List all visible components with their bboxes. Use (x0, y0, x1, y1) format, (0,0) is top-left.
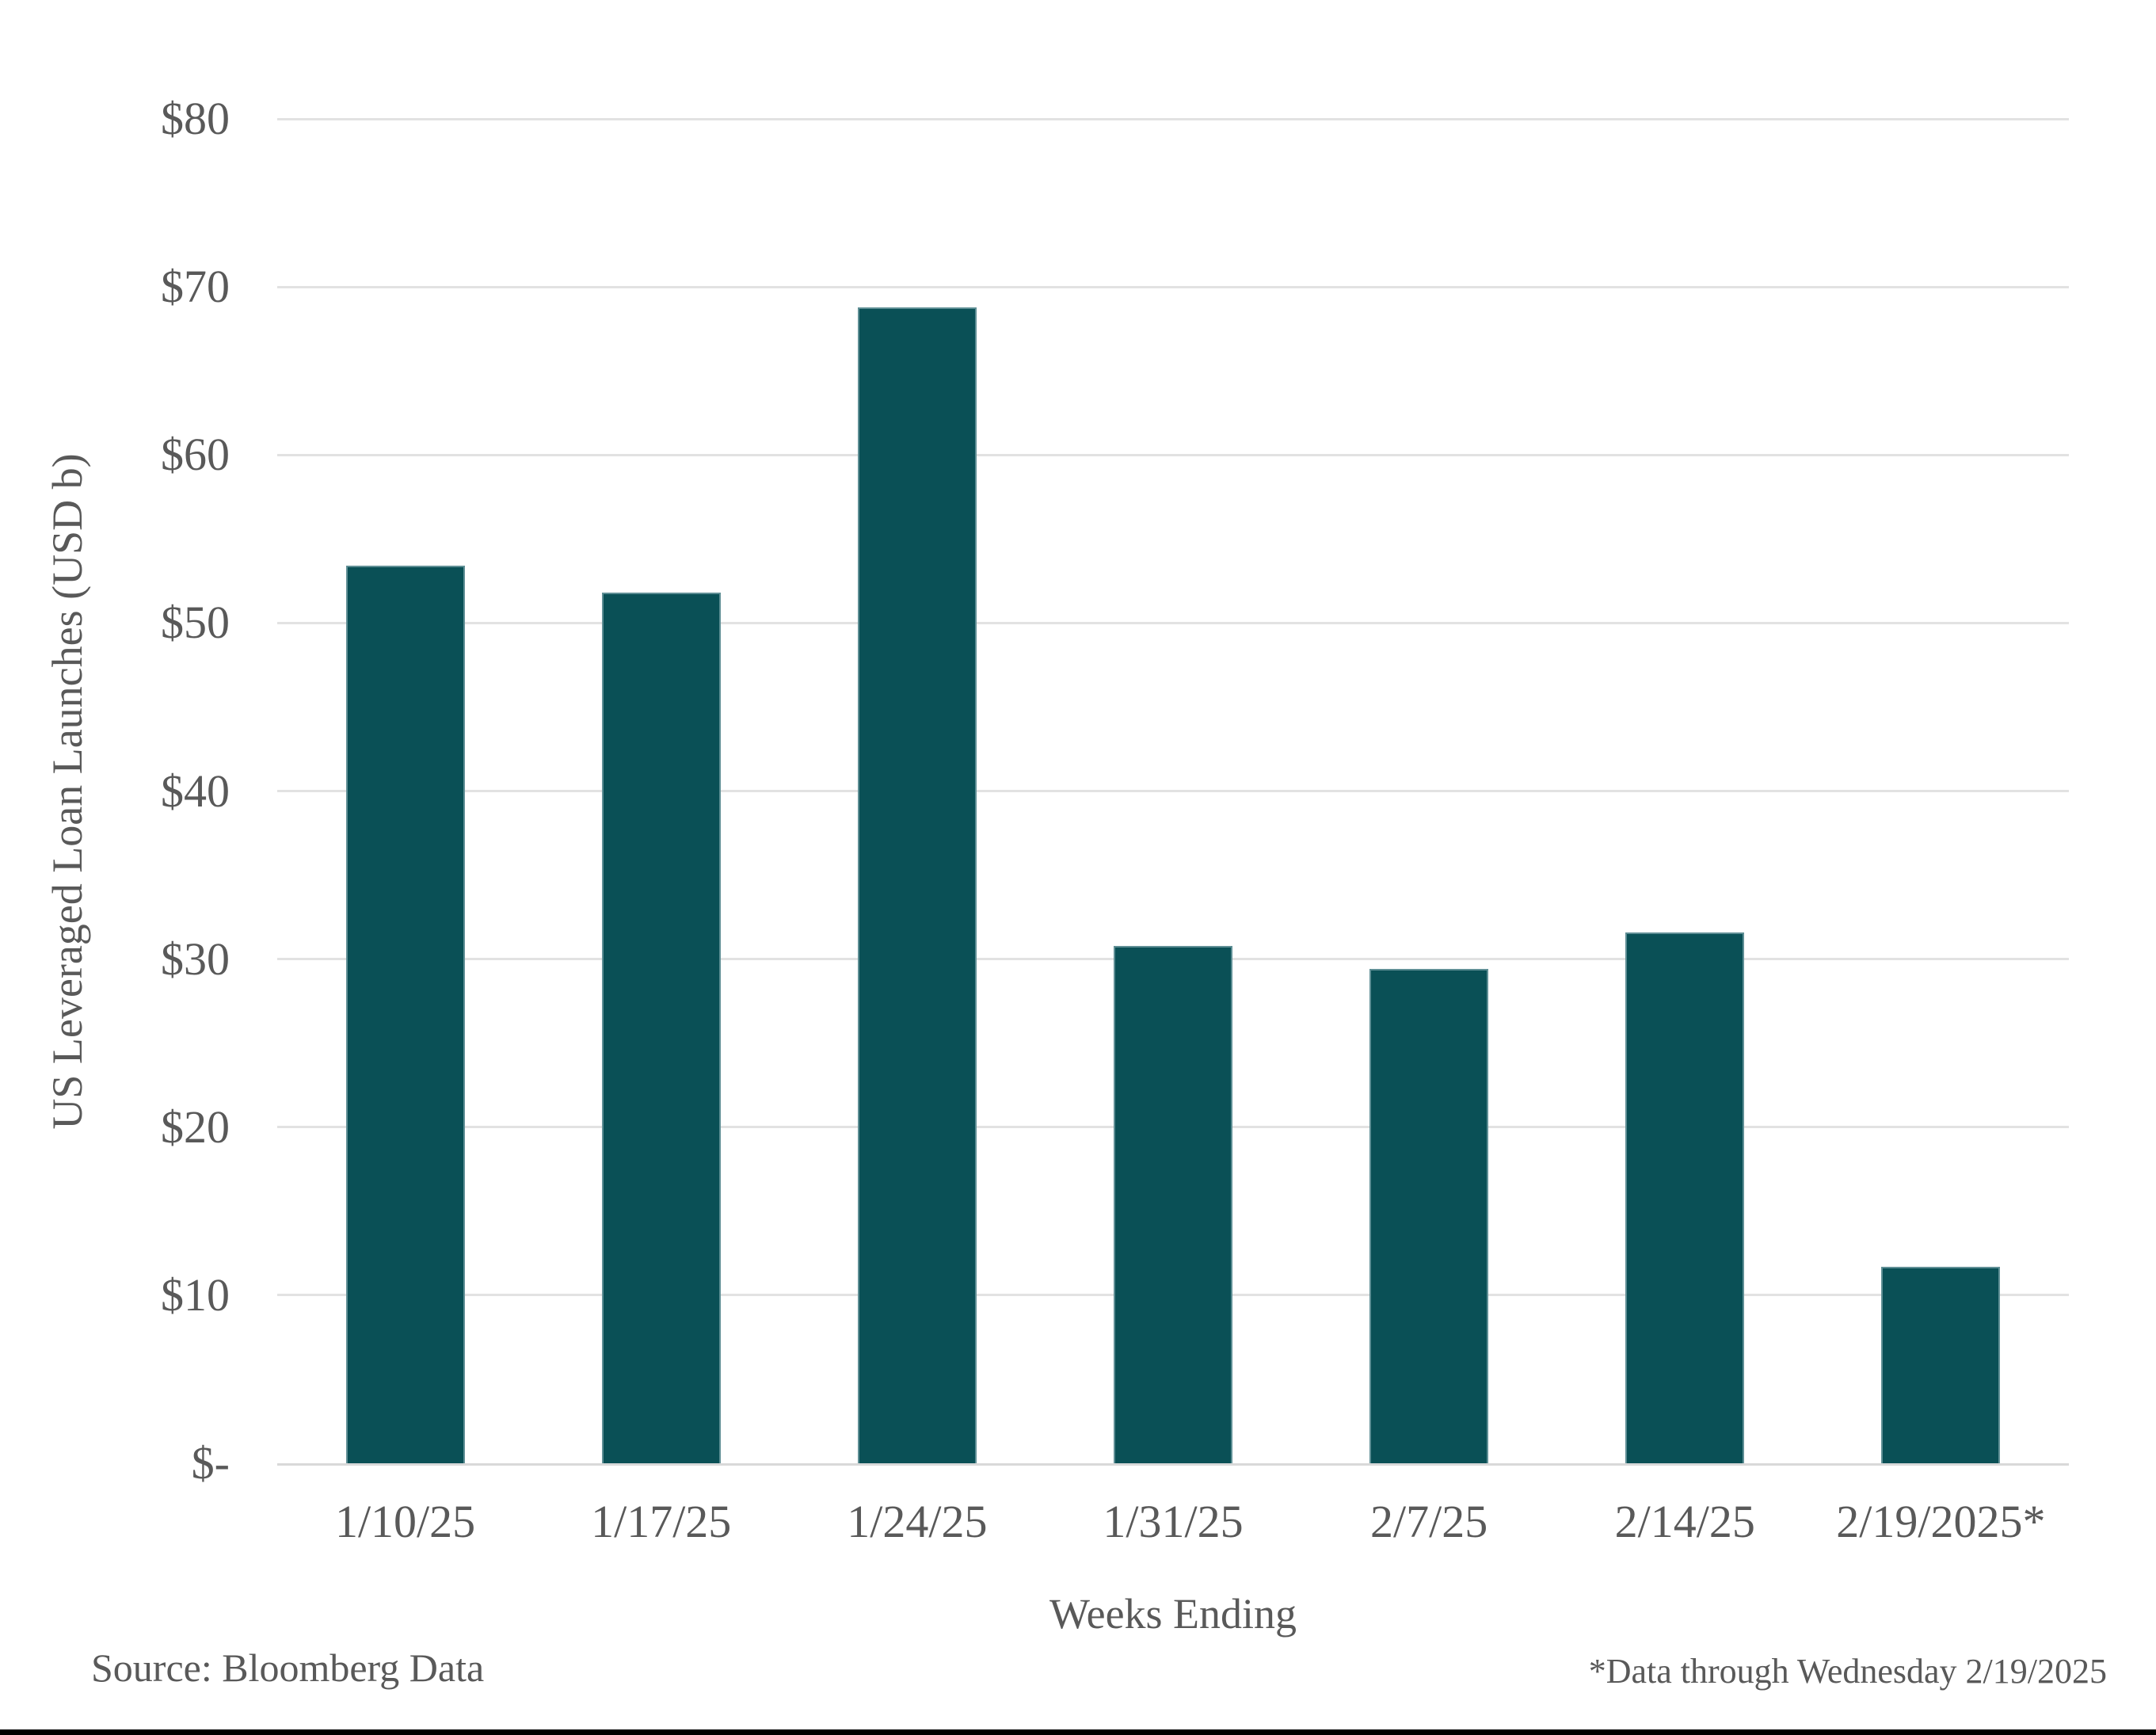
y-tick-label: $20 (161, 1100, 230, 1153)
bar-2/19/2025* (1881, 1266, 2001, 1463)
x-tick-label: 2/14/25 (1614, 1496, 1755, 1547)
gridline (277, 621, 2069, 624)
gridline (277, 285, 2069, 288)
y-tick-label: $80 (161, 93, 230, 144)
y-tick-label: $50 (161, 597, 230, 649)
bar-2/14/25 (1625, 932, 1745, 1463)
y-tick-label: $10 (161, 1268, 230, 1321)
bottom-divider-rule (0, 1729, 2156, 1735)
source-note: Source: Bloomberg Data (91, 1645, 485, 1690)
bar-1/10/25 (345, 566, 465, 1463)
y-tick-label: $70 (161, 261, 230, 313)
bar-1/17/25 (601, 593, 721, 1463)
bar-1/24/25 (857, 307, 977, 1463)
gridline (277, 117, 2069, 120)
x-tick-label: 1/24/25 (847, 1496, 988, 1547)
gridline (277, 453, 2069, 456)
gridline (277, 790, 2069, 792)
y-tick-label: $30 (161, 932, 230, 985)
x-axis-title: Weeks Ending (1049, 1590, 1297, 1638)
y-tick-label: $60 (161, 429, 230, 481)
x-tick-label: 2/7/25 (1370, 1496, 1488, 1547)
bar-1/31/25 (1114, 945, 1232, 1463)
x-tick-label: 1/17/25 (591, 1496, 732, 1547)
y-tick-label: $- (191, 1437, 230, 1489)
footnote: *Data through Wednesday 2/19/2025 (1588, 1652, 2107, 1691)
plot-area (277, 117, 2069, 1466)
x-tick-label: 1/10/25 (334, 1496, 476, 1547)
x-tick-label: 1/31/25 (1103, 1496, 1244, 1547)
y-tick-label: $40 (161, 765, 230, 817)
bar-2/7/25 (1369, 969, 1489, 1463)
x-tick-label: 2/19/2025* (1836, 1496, 2046, 1547)
